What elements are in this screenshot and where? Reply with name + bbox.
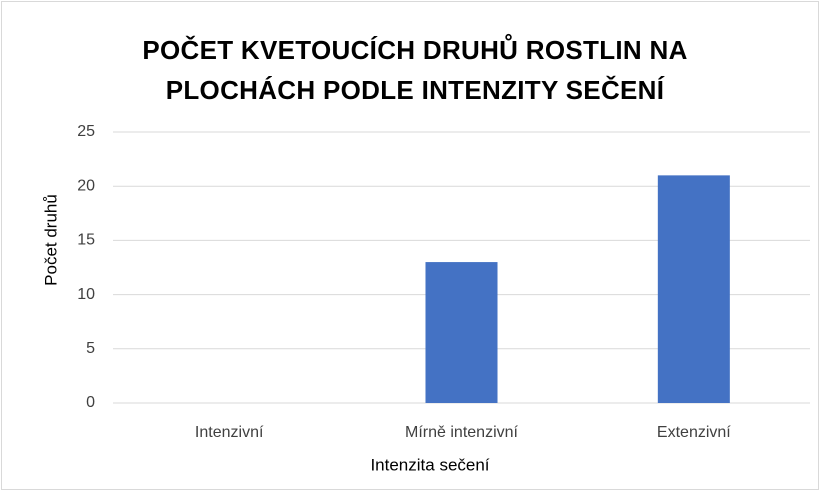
chart-frame: [1, 1, 819, 490]
y-tick-label: 25: [77, 123, 95, 140]
x-tick-label: Extenzivní: [657, 424, 731, 441]
y-tick-label: 5: [86, 340, 95, 357]
y-tick-label: 0: [86, 394, 95, 411]
bar: [425, 262, 498, 403]
bar: [657, 175, 730, 403]
x-axis-title: Intenzita sečení: [370, 455, 489, 474]
x-tick-label: Intenzivní: [195, 424, 264, 441]
chart-title: POČET KVETOUCÍCH DRUHŮ ROSTLIN NA PLOCHÁ…: [142, 35, 688, 105]
y-tick-label: 20: [77, 177, 95, 194]
y-tick-label: 15: [77, 232, 95, 249]
x-tick-label: Mírně intenzivní: [405, 424, 518, 441]
y-tick-label: 10: [77, 286, 95, 303]
y-axis-title: Počet druhů: [41, 194, 60, 286]
